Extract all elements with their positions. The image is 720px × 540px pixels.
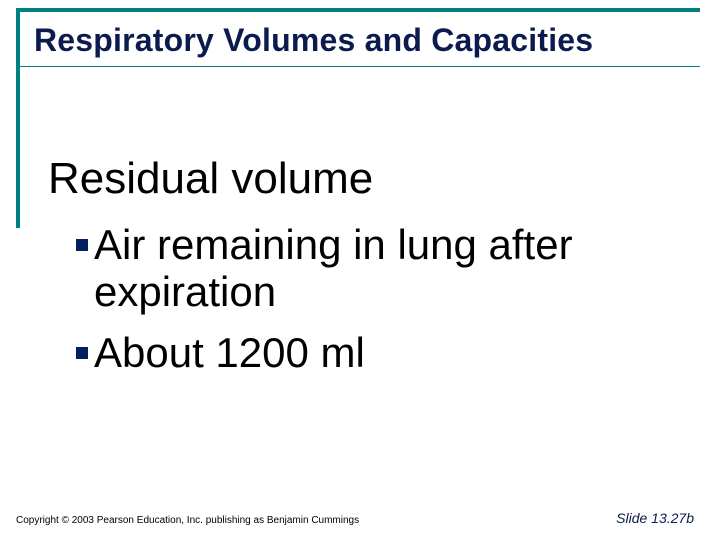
slide-body: Residual volume Air remaining in lung af… [48,155,690,390]
left-rule [16,8,20,228]
copyright-text: Copyright © 2003 Pearson Education, Inc.… [16,515,359,526]
title-underline [16,66,700,67]
bullet-item: Air remaining in lung after expiration [76,221,690,315]
bullet-text: Air remaining in lung after expiration [94,221,690,315]
bullet-item: About 1200 ml [76,329,690,376]
top-rule [16,8,700,12]
slide: Respiratory Volumes and Capacities Resid… [0,0,720,540]
bullet-dot-icon [76,239,88,251]
bullet-dot-icon [76,347,88,359]
body-heading: Residual volume [48,155,690,203]
slide-title: Respiratory Volumes and Capacities [34,22,700,59]
slide-number: Slide 13.27b [616,510,694,526]
bullet-text: About 1200 ml [94,329,365,376]
